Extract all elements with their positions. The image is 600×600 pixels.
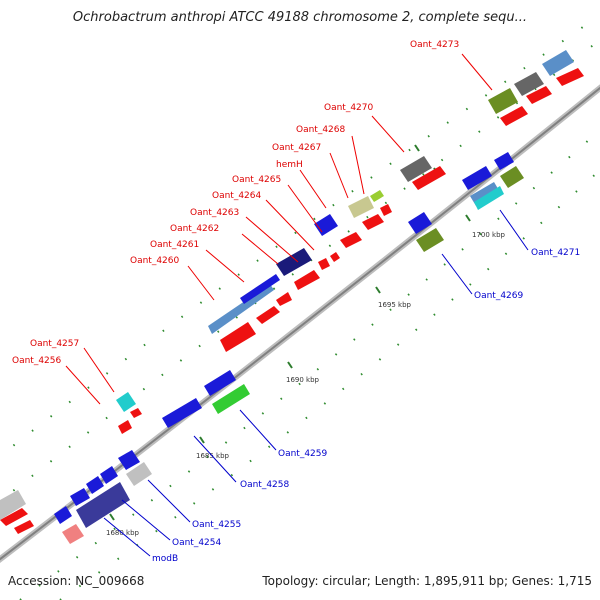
gene-arrow[interactable] — [462, 166, 492, 190]
gene-block[interactable] — [488, 88, 518, 114]
gene-label[interactable]: Oant_4256 — [12, 356, 62, 366]
gene-arrow[interactable] — [204, 370, 236, 396]
gene-arrow[interactable] — [220, 322, 256, 352]
gene-arrow[interactable] — [62, 524, 84, 544]
forward-genes — [0, 68, 584, 534]
gene-label[interactable]: Oant_4259 — [278, 449, 328, 459]
gene-arrow[interactable] — [494, 152, 514, 170]
summary-text: Topology: circular; Length: 1,895,911 bp… — [262, 574, 592, 588]
gene-label[interactable]: Oant_4265 — [232, 175, 281, 185]
gene-arrow[interactable] — [54, 506, 72, 524]
gene-block[interactable] — [370, 190, 384, 202]
gene-arrow[interactable] — [294, 270, 320, 290]
gene-arrow[interactable] — [500, 166, 524, 188]
gene-arrow[interactable] — [474, 186, 504, 210]
gene-block[interactable] — [400, 156, 432, 182]
gene-label[interactable]: Oant_4268 — [296, 125, 346, 135]
gene-block[interactable] — [276, 248, 312, 276]
accession-text: Accession: NC_009668 — [8, 574, 145, 588]
gene-arrow[interactable] — [330, 252, 340, 262]
guide-rings — [0, 14, 600, 600]
gene-arrow[interactable] — [318, 258, 330, 270]
gene-arrow[interactable] — [412, 166, 446, 190]
gene-label[interactable]: Oant_4270 — [324, 103, 374, 113]
tick-label-1695: 1695 kbp — [378, 301, 412, 309]
gene-label[interactable]: Oant_4254 — [172, 538, 222, 548]
gene-label[interactable]: Oant_4263 — [190, 208, 239, 218]
gene-label[interactable]: Oant_4260 — [130, 256, 180, 266]
gene-arrow[interactable] — [14, 520, 34, 534]
gene-arrow[interactable] — [212, 384, 250, 414]
reverse-labels: Oant_4271 Oant_4269 Oant_4259 Oant_4258 … — [152, 248, 580, 564]
forward-labels: Oant_4273 Oant_4270 Oant_4268 Oant_4267 … — [12, 40, 459, 366]
gene-arrow[interactable] — [70, 488, 90, 506]
gene-block[interactable] — [240, 274, 280, 304]
gene-arrow[interactable] — [100, 466, 118, 484]
gene-label[interactable]: Oant_4255 — [192, 520, 241, 530]
gene-arrow[interactable] — [162, 398, 202, 428]
gene-label[interactable]: modB — [152, 554, 178, 564]
reverse-genes — [54, 152, 524, 544]
gene-block[interactable] — [116, 392, 136, 412]
map-title: Ochrobactrum anthropi ATCC 49188 chromos… — [72, 10, 528, 25]
gene-arrow[interactable] — [86, 476, 104, 494]
gene-arrow[interactable] — [408, 212, 432, 234]
feature-blocks — [0, 50, 574, 520]
gene-arrow[interactable] — [276, 292, 292, 306]
gene-label[interactable]: Oant_4257 — [30, 339, 79, 349]
gene-arrow[interactable] — [416, 228, 444, 252]
tick-label-1690: 1690 kbp — [286, 376, 320, 384]
gene-label[interactable]: Oant_4262 — [170, 224, 219, 234]
gene-block[interactable] — [348, 196, 374, 218]
gene-arrow[interactable] — [362, 214, 384, 230]
gene-arrow[interactable] — [340, 232, 362, 248]
gene-label[interactable]: Oant_4267 — [272, 143, 321, 153]
gene-arrow[interactable] — [118, 420, 132, 434]
gene-arrow[interactable] — [126, 462, 152, 486]
gene-arrow[interactable] — [130, 408, 142, 418]
gene-label[interactable]: Oant_4271 — [531, 248, 580, 258]
gene-arrow[interactable] — [556, 68, 584, 86]
gene-arrow[interactable] — [118, 450, 140, 470]
gene-block[interactable] — [314, 214, 338, 236]
gene-arrow[interactable] — [76, 482, 130, 528]
gene-label[interactable]: Oant_4258 — [240, 480, 290, 490]
gene-arrow[interactable] — [526, 86, 552, 104]
gene-block[interactable] — [0, 490, 26, 520]
gene-label[interactable]: Oant_4269 — [474, 291, 524, 301]
gene-block[interactable] — [542, 50, 574, 76]
gene-label[interactable]: Oant_4273 — [410, 40, 459, 50]
gene-label[interactable]: Oant_4261 — [150, 240, 199, 250]
leader-lines-reverse — [103, 209, 529, 557]
gene-label[interactable]: Oant_4264 — [212, 191, 262, 201]
tick-marks — [109, 144, 471, 521]
gene-arrow[interactable] — [0, 508, 28, 526]
gene-block[interactable] — [514, 72, 544, 96]
gene-arrow[interactable] — [380, 204, 392, 216]
tick-label-1700: 1700 kbp — [472, 231, 506, 239]
gene-label[interactable]: hemH — [276, 160, 303, 170]
leader-lines-forward — [65, 53, 493, 405]
gene-arrow[interactable] — [500, 106, 528, 126]
gene-arrow[interactable] — [256, 306, 280, 324]
gene-block[interactable] — [208, 284, 274, 334]
